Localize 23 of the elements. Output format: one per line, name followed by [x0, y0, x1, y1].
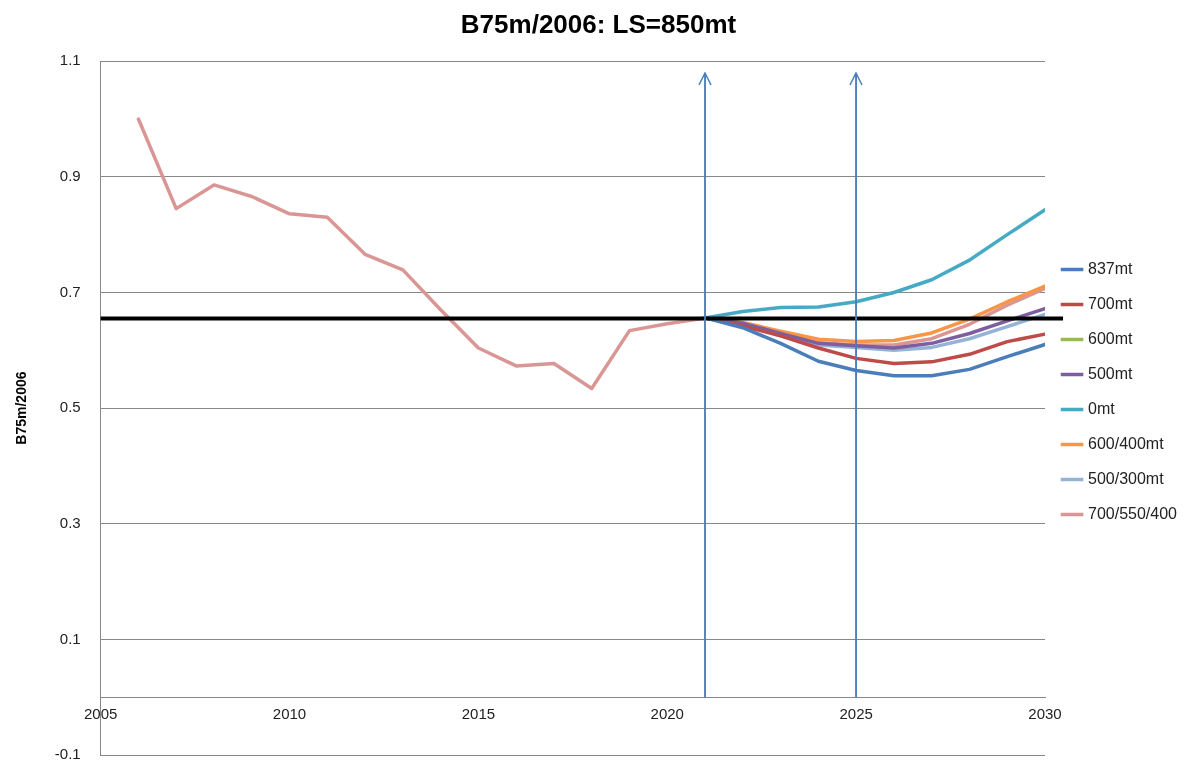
legend-label: 600/400mt — [1088, 434, 1165, 452]
legend-label: 700/550/400 — [1088, 504, 1178, 522]
legend-label: 0mt — [1088, 399, 1116, 417]
x-tick-label: 2025 — [839, 705, 873, 723]
x-tick-label: 2030 — [1028, 705, 1062, 723]
y-axis-title: B75m/2006 — [13, 371, 30, 445]
y-tick-label: 1.1 — [59, 51, 81, 69]
x-tick-label: 2020 — [650, 705, 684, 723]
x-tick-label: 2015 — [461, 705, 496, 723]
y-tick-label: 0.5 — [59, 398, 81, 416]
legend-label: 837mt — [1088, 259, 1134, 277]
y-tick-label: 0.3 — [59, 513, 81, 531]
legend-label: 500mt — [1088, 364, 1134, 382]
x-tick-label: 2005 — [83, 705, 118, 723]
legend-label: 600mt — [1088, 329, 1134, 347]
chart-title: B75m/2006: LS=850mt — [460, 8, 737, 39]
y-tick-label: 0.7 — [59, 282, 81, 300]
legend-label: 700mt — [1088, 294, 1134, 312]
y-tick-label: -0.1 — [54, 745, 81, 763]
legend-label: 500/300mt — [1088, 469, 1165, 487]
y-tick-label: 0.9 — [59, 166, 81, 184]
y-tick-label: 0.1 — [59, 629, 81, 647]
x-tick-label: 2010 — [272, 705, 307, 723]
